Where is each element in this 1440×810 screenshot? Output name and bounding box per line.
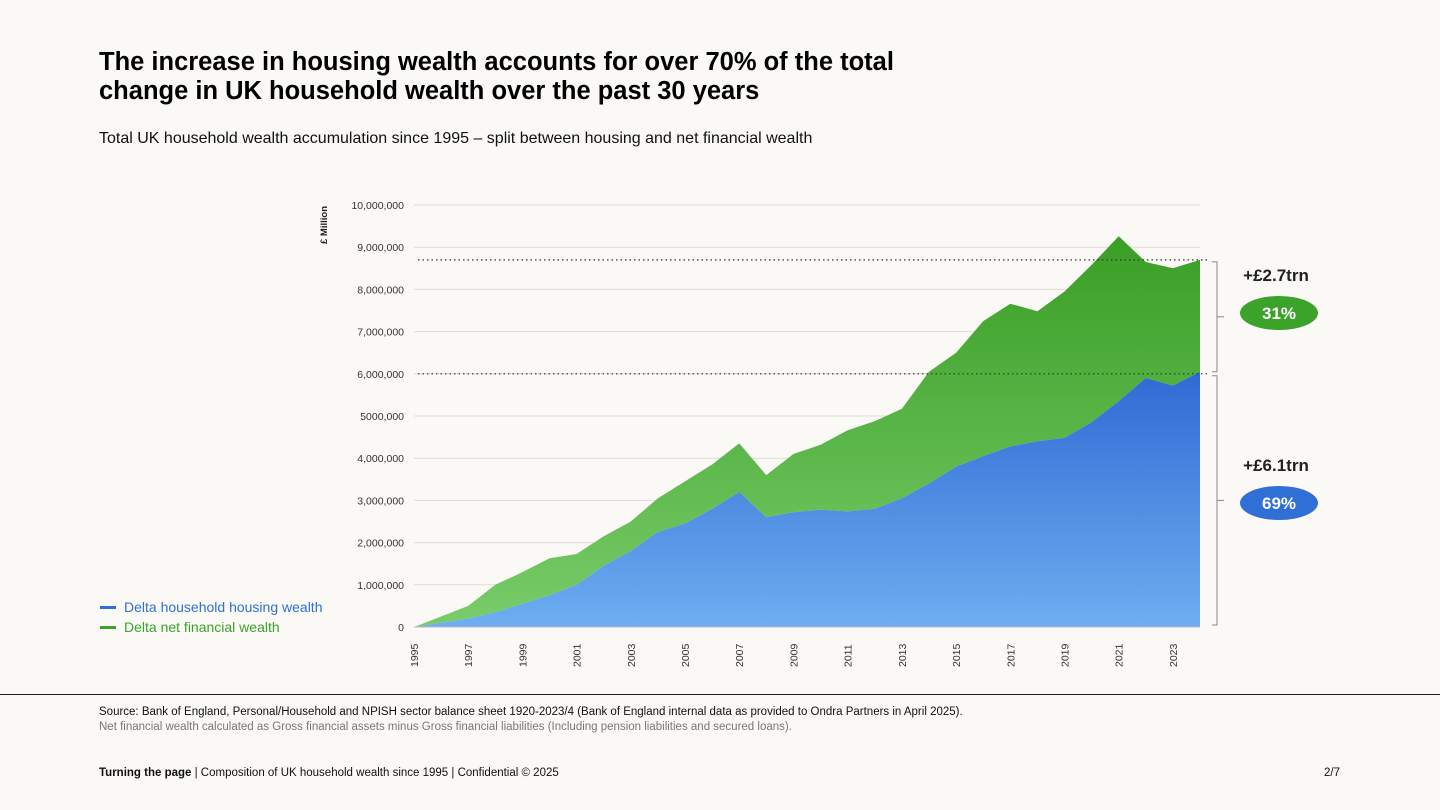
y-tick-label: 3,000,000 (357, 495, 404, 507)
series-area-financial (414, 236, 1200, 627)
x-tick-label: 2007 (734, 643, 746, 667)
y-tick-label: 9,000,000 (357, 242, 404, 254)
x-tick-label: 2023 (1168, 643, 1180, 667)
x-tick-label: 2001 (572, 643, 584, 667)
bracket (1212, 375, 1218, 626)
y-tick-label: 4,000,000 (357, 453, 404, 465)
y-tick-label: 5000,000 (360, 411, 404, 423)
legend-label-housing: Delta household housing wealth (124, 599, 323, 615)
y-axis-label: £ Million (319, 206, 330, 244)
annotation-amount: +£2.7trn (1243, 266, 1309, 285)
source-text: Source: Bank of England, Personal/Househ… (99, 706, 963, 718)
y-tick-label: 7,000,000 (357, 327, 404, 339)
chart-legend: Delta household housing wealth Delta net… (100, 597, 322, 637)
x-tick-label: 1997 (463, 643, 475, 667)
wealth-area-chart: 0 1,000,000 2,000,000 3,000,000 4,000,000 500… (319, 200, 1318, 667)
footer-text: Turning the page | Composition of UK hou… (99, 767, 559, 779)
annotation-badge-text: 31% (1262, 304, 1296, 323)
footer-rest: | Composition of UK household wealth sin… (191, 767, 559, 779)
x-tick-label: 2005 (680, 643, 692, 667)
x-tick-label: 1999 (517, 643, 529, 667)
x-tick-label: 2019 (1060, 643, 1072, 667)
y-tick-label: 1,000,000 (357, 580, 404, 592)
y-tick-label: 6,000,000 (357, 369, 404, 381)
x-tick-label: 2017 (1005, 643, 1017, 667)
x-tick-label: 2011 (843, 644, 855, 667)
y-tick-label: 0 (398, 622, 404, 634)
annotation-badge (1240, 296, 1318, 330)
x-tick-label: 2015 (951, 643, 963, 667)
x-tick-label: 2003 (626, 643, 638, 667)
x-tick-label: 2009 (788, 643, 800, 667)
footer-bold: Turning the page (99, 767, 192, 779)
legend-item-housing: Delta household housing wealth (100, 597, 322, 617)
y-tick-label: 2,000,000 (357, 538, 404, 550)
annotation-amount: +£6.1trn (1243, 456, 1309, 475)
x-tick-label: 2013 (897, 643, 909, 667)
legend-label-financial: Delta net financial wealth (124, 619, 280, 635)
y-tick-label: 10,000,000 (351, 200, 404, 212)
legend-swatch-housing (100, 605, 116, 609)
x-tick-label: 1995 (409, 643, 421, 667)
page-title: The increase in housing wealth accounts … (99, 48, 894, 105)
x-tick-label: 2021 (1114, 643, 1126, 667)
page-number: 2/7 (1324, 767, 1340, 779)
note-text: Net financial wealth calculated as Gross… (99, 721, 792, 733)
page-subtitle: Total UK household wealth accumulation s… (99, 130, 813, 147)
y-tick-label: 8,000,000 (357, 284, 404, 296)
legend-swatch-financial (100, 625, 116, 629)
legend-item-financial: Delta net financial wealth (100, 617, 322, 637)
annotation-badge-text: 69% (1262, 494, 1296, 513)
bracket (1212, 261, 1218, 373)
footer-divider (0, 694, 1440, 695)
annotation-badge (1240, 486, 1318, 520)
series-area-housing (414, 371, 1200, 627)
